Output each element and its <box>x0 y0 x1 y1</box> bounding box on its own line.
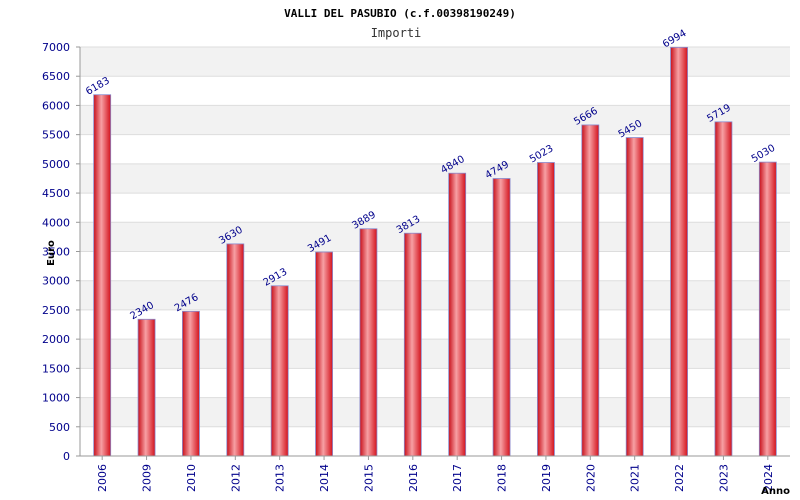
x-tick-label: 2024 <box>762 464 775 492</box>
y-tick-label: 1500 <box>42 362 70 375</box>
y-tick-label: 3500 <box>42 246 70 259</box>
x-tick-label: 2009 <box>141 464 154 492</box>
bar <box>670 46 688 457</box>
x-tick-label: 2015 <box>362 464 375 492</box>
y-tick-label: 5500 <box>42 129 70 142</box>
x-tick-label: 2023 <box>717 464 730 492</box>
y-tick-label: 1000 <box>42 392 70 405</box>
x-tick-label: 2019 <box>540 464 553 492</box>
x-tick-label: 2010 <box>185 464 198 492</box>
x-tick-label: 2013 <box>274 464 287 492</box>
x-tick-label: 2017 <box>451 464 464 492</box>
y-tick-label: 4500 <box>42 187 70 200</box>
x-tick-label: 2020 <box>584 464 597 492</box>
bar <box>403 232 422 457</box>
y-tick-label: 6500 <box>42 70 70 83</box>
y-tick-label: 4000 <box>42 216 70 229</box>
bar <box>137 318 156 457</box>
bar <box>714 121 733 457</box>
chart-subtitle: Importi <box>371 26 422 40</box>
bar <box>625 137 644 457</box>
bar <box>537 162 555 457</box>
x-tick-label: 2014 <box>318 464 331 492</box>
bar <box>315 251 333 457</box>
bar <box>226 243 245 457</box>
bar <box>182 310 200 457</box>
y-tick-label: 6000 <box>42 99 70 112</box>
x-tick-label: 2016 <box>407 464 420 492</box>
bar <box>359 228 378 457</box>
y-tick-label: 3000 <box>42 275 70 288</box>
y-tick-label: 2000 <box>42 333 70 346</box>
bar <box>448 172 467 457</box>
y-tick-label: 0 <box>63 450 70 463</box>
chart-title: VALLI DEL PASUBIO (c.f.00398190249) <box>284 7 516 20</box>
bar <box>492 178 511 457</box>
y-tick-label: 500 <box>49 421 70 434</box>
x-tick-label: 2021 <box>629 464 642 492</box>
x-tick-label: 2018 <box>496 464 509 492</box>
y-tick-label: 2500 <box>42 304 70 317</box>
x-axis-ticks: 2006 2009 2010 2012 2013 2014 2015 2016 2017 2018… <box>96 456 775 492</box>
y-axis-label: Euro <box>46 240 57 266</box>
bar <box>581 124 600 457</box>
bar <box>758 161 777 457</box>
x-tick-label: 2006 <box>96 464 109 492</box>
y-axis-ticks: 0 500 1000 1500 2000 2500 3000 3500 4000 4500 5000… <box>42 41 80 463</box>
y-tick-label: 7000 <box>42 41 70 54</box>
y-tick-label: 5000 <box>42 158 70 171</box>
x-axis-label: Anno <box>761 486 790 497</box>
bars <box>93 46 777 457</box>
x-tick-label: 2012 <box>229 464 242 492</box>
bar <box>93 94 112 457</box>
x-tick-label: 2022 <box>673 464 686 492</box>
bar <box>270 285 289 457</box>
